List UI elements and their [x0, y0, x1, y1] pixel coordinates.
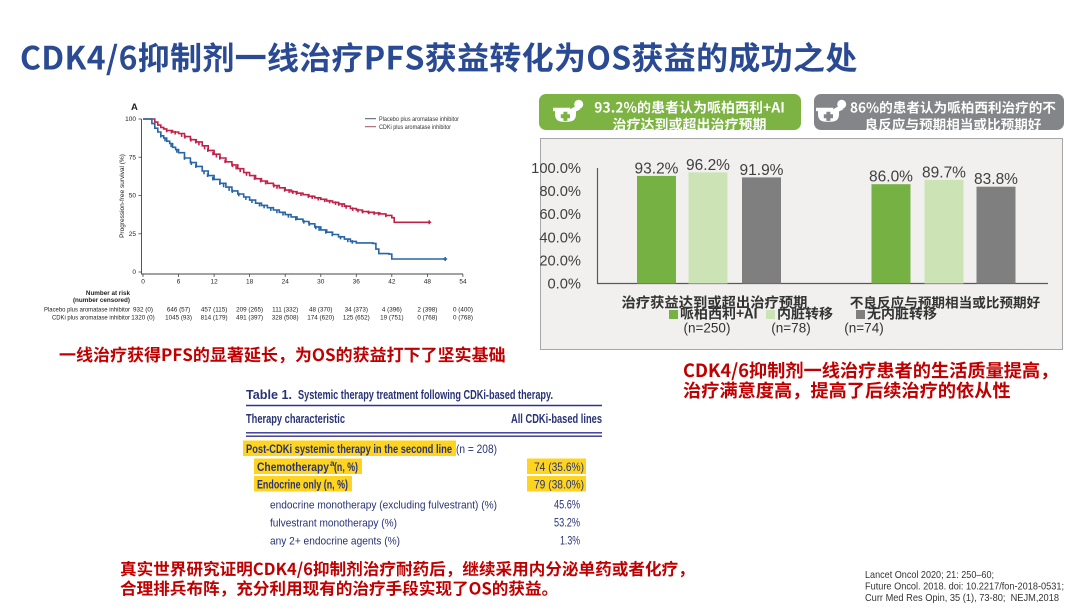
svg-text:0 (400): 0 (400)	[453, 307, 473, 314]
svg-text:80.0%: 80.0%	[539, 184, 581, 200]
svg-text:1.3%: 1.3%	[560, 534, 580, 548]
svg-text:CDKi plus aromatase inhibitor: CDKi plus aromatase inhibitor	[52, 315, 130, 322]
svg-text:Curr Med Res Opin, 35 (1), 73-: Curr Med Res Opin, 35 (1), 73-80; NEJM,2…	[865, 592, 1059, 604]
svg-text:40.0%: 40.0%	[539, 230, 581, 246]
svg-text:30: 30	[317, 279, 325, 286]
svg-text:54: 54	[459, 279, 467, 286]
svg-text:Post-CDKi systemic therapy in: Post-CDKi systemic therapy in the second…	[246, 442, 452, 456]
svg-text:328 (508): 328 (508)	[272, 315, 299, 322]
svg-text:A: A	[131, 102, 138, 113]
svg-text:(n=250): (n=250)	[684, 321, 731, 336]
svg-text:All CDKi-based lines: All CDKi-based lines	[511, 412, 602, 426]
svg-text:6: 6	[177, 279, 181, 286]
svg-text:Systemic therapy treatment fol: Systemic therapy treatment following CDK…	[298, 388, 553, 402]
svg-text:Lancet Oncol 2020; 21: 250–60;: Lancet Oncol 2020; 21: 250–60;	[865, 569, 994, 581]
svg-text:100: 100	[125, 116, 136, 123]
svg-text:83.8%: 83.8%	[974, 171, 1018, 188]
svg-text:(number censored): (number censored)	[73, 297, 130, 304]
svg-text:814 (179): 814 (179)	[201, 315, 228, 322]
svg-text:100.0%: 100.0%	[531, 161, 581, 177]
svg-text:75: 75	[129, 154, 137, 161]
svg-text:34 (373): 34 (373)	[345, 307, 368, 314]
svg-text:24: 24	[282, 279, 290, 286]
svg-text:50: 50	[129, 193, 137, 200]
svg-text:Placebo plus aromatase inhibit: Placebo plus aromatase inhibitor	[379, 116, 460, 123]
svg-text:19 (751): 19 (751)	[380, 315, 403, 322]
svg-text:86.0%: 86.0%	[869, 169, 913, 186]
svg-text:74 (35.6%): 74 (35.6%)	[534, 460, 584, 474]
svg-text:96.2%: 96.2%	[686, 157, 730, 174]
svg-text:1045 (93): 1045 (93)	[165, 315, 192, 322]
svg-text:36: 36	[353, 279, 361, 286]
svg-text:0 (768): 0 (768)	[417, 315, 437, 322]
svg-text:Therapy characteristic: Therapy characteristic	[246, 412, 345, 426]
svg-text:491 (397): 491 (397)	[236, 315, 263, 322]
svg-text:45.6%: 45.6%	[554, 498, 580, 512]
svg-text:125 (652): 125 (652)	[343, 315, 370, 322]
svg-text:18: 18	[246, 279, 254, 286]
svg-text:0: 0	[141, 279, 145, 286]
svg-text:Table 1.: Table 1.	[246, 387, 292, 402]
svg-text:CDKi plus aromatase inhibitor: CDKi plus aromatase inhibitor	[379, 124, 452, 131]
svg-text:Number at risk: Number at risk	[86, 290, 131, 297]
svg-text:Placebo plus aromatase inhibit: Placebo plus aromatase inhibitor	[44, 307, 130, 314]
svg-text:53.2%: 53.2%	[554, 516, 580, 530]
svg-text:91.9%: 91.9%	[740, 162, 784, 179]
svg-text:Endocrine only (n, %): Endocrine only (n, %)	[257, 478, 348, 492]
svg-text:93.2%: 93.2%	[635, 160, 679, 177]
svg-text:89.7%: 89.7%	[922, 164, 966, 181]
svg-text:209 (265): 209 (265)	[236, 307, 263, 314]
svg-text:0 (768): 0 (768)	[453, 315, 473, 322]
svg-text:1320 (0): 1320 (0)	[131, 315, 154, 322]
svg-text:12: 12	[210, 279, 218, 286]
svg-text:20.0%: 20.0%	[539, 253, 581, 269]
svg-text:932 (0): 932 (0)	[133, 307, 153, 314]
svg-text:(n=74): (n=74)	[844, 321, 883, 336]
svg-text:79 (38.0%): 79 (38.0%)	[534, 478, 584, 492]
svg-text:4 (396): 4 (396)	[382, 307, 402, 314]
svg-text:646 (57): 646 (57)	[167, 307, 190, 314]
svg-text:174 (620): 174 (620)	[307, 315, 334, 322]
svg-text:0: 0	[132, 269, 136, 276]
svg-text:48 (370): 48 (370)	[309, 307, 332, 314]
svg-text:48: 48	[424, 279, 432, 286]
svg-text:Chemotherapy: Chemotherapy	[257, 460, 329, 474]
svg-text:111 (332): 111 (332)	[272, 307, 298, 314]
svg-text:Future Oncol. 2018. doi: 10.22: Future Oncol. 2018. doi: 10.2217/fon-201…	[865, 581, 1064, 593]
svg-text:any 2+ endocrine agents (%): any 2+ endocrine agents (%)	[270, 536, 400, 548]
svg-text:60.0%: 60.0%	[539, 207, 581, 223]
svg-text:(n = 208): (n = 208)	[456, 442, 497, 456]
svg-text:0.0%: 0.0%	[548, 277, 581, 293]
svg-text:endocrine monotherapy (excludi: endocrine monotherapy (excluding fulvest…	[270, 500, 497, 512]
svg-text:fulvestrant monotherapy (%): fulvestrant monotherapy (%)	[270, 518, 397, 530]
svg-text:Progression-free survival (%): Progression-free survival (%)	[119, 154, 126, 238]
svg-text:a: a	[330, 459, 335, 468]
svg-text:457 (115): 457 (115)	[201, 307, 228, 314]
svg-text:2 (398): 2 (398)	[417, 307, 437, 314]
svg-text:25: 25	[129, 231, 137, 238]
svg-text:42: 42	[388, 279, 396, 286]
svg-text:(n=78): (n=78)	[771, 321, 810, 336]
svg-text:(n, %): (n, %)	[334, 460, 358, 474]
